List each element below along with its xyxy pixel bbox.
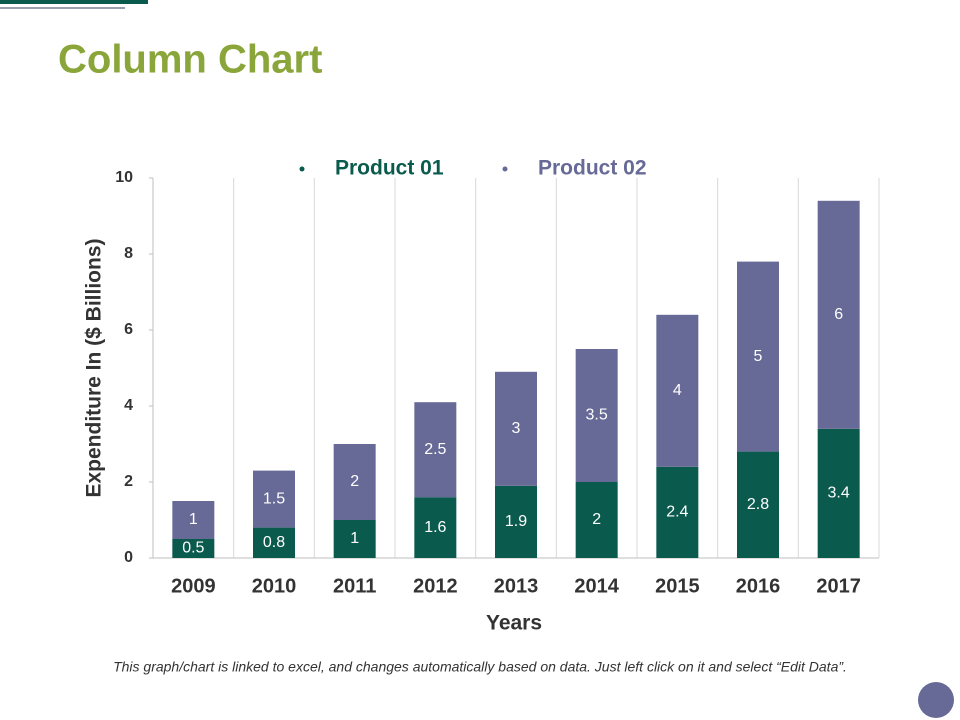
x-tick-label: 2014: [574, 575, 619, 597]
bar-segment: [333, 520, 376, 558]
bar-segment: [495, 371, 537, 486]
legend-label: Product 02: [538, 157, 647, 180]
data-label: 0.8: [263, 534, 285, 551]
x-axis-label: Years: [486, 612, 542, 635]
footnote: This graph/chart is linked to excel, and…: [113, 659, 847, 675]
decor-line: [0, 7, 125, 9]
y-tick-label: 6: [124, 321, 133, 338]
x-tick-label: 2012: [413, 575, 458, 597]
bar-segment: [575, 482, 618, 558]
y-axis-label: Expenditure In ($ Billions): [83, 238, 106, 497]
bar-segment: [575, 349, 618, 482]
bar-segment: [414, 497, 457, 558]
x-tick-label: 2016: [736, 575, 781, 597]
data-label: 2: [592, 511, 601, 528]
bar-segment: [414, 402, 457, 498]
data-label: 6: [834, 306, 843, 323]
bar-segment: [253, 527, 295, 558]
legend-marker: [502, 166, 508, 172]
data-label: 2: [350, 473, 359, 490]
bar-segment: [172, 539, 215, 558]
data-label: 5: [754, 348, 763, 365]
data-label: 3.4: [828, 485, 850, 502]
decor-circle: [918, 682, 954, 718]
bar-segment: [737, 261, 779, 452]
data-label: 2.4: [666, 504, 688, 521]
x-tick-label: 2017: [816, 575, 861, 597]
bar-segment: [253, 470, 295, 528]
data-label: 1: [189, 511, 198, 528]
data-label: 2.5: [424, 441, 446, 458]
bar-segment: [656, 314, 699, 467]
x-tick-label: 2011: [333, 575, 376, 597]
bar-segment: [817, 428, 860, 558]
data-label: 3.5: [586, 407, 608, 424]
y-tick-label: 2: [124, 473, 133, 490]
y-tick-label: 8: [124, 245, 133, 262]
data-label: 2.8: [747, 496, 769, 513]
legend-label: Product 01: [335, 157, 444, 180]
data-label: 1.6: [424, 519, 446, 536]
data-label: 0.5: [182, 540, 204, 557]
data-label: 3: [512, 420, 521, 437]
bar-segment: [656, 466, 699, 558]
chart-title: Column Chart: [58, 38, 322, 82]
decor-bar: [0, 0, 148, 4]
bar-segment: [817, 200, 860, 429]
y-tick-label: 10: [115, 169, 133, 186]
x-tick-label: 2010: [252, 575, 297, 597]
data-label: 4: [673, 382, 682, 399]
bar-segment: [737, 451, 779, 558]
bar-segment: [172, 501, 215, 539]
x-tick-label: 2015: [655, 575, 700, 597]
bar-segment: [333, 444, 376, 520]
bar-segment: [495, 485, 537, 558]
x-tick-label: 2013: [494, 575, 539, 597]
data-label: 1.5: [263, 490, 285, 507]
legend-marker: [299, 166, 305, 172]
y-tick-label: 0: [124, 549, 133, 566]
data-label: 1.9: [505, 513, 527, 530]
data-label: 1: [350, 530, 359, 547]
x-tick-label: 2009: [171, 575, 216, 597]
y-tick-label: 4: [124, 397, 133, 414]
